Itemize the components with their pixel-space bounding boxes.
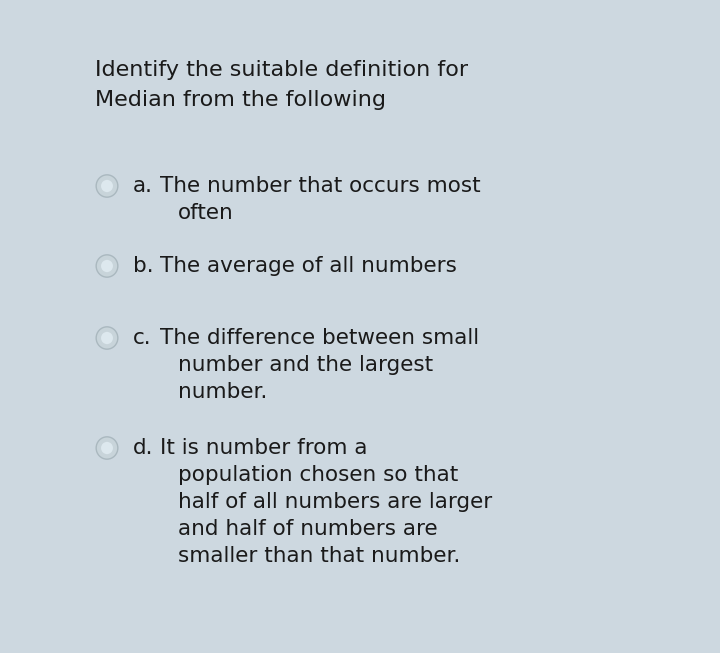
Text: The average of all numbers: The average of all numbers xyxy=(160,256,457,276)
Text: number.: number. xyxy=(178,382,267,402)
Text: and half of numbers are: and half of numbers are xyxy=(178,519,438,539)
Circle shape xyxy=(96,255,118,277)
Circle shape xyxy=(101,442,113,454)
Text: It is number from a: It is number from a xyxy=(160,438,367,458)
Text: b.: b. xyxy=(133,256,153,276)
Text: c.: c. xyxy=(133,328,152,348)
Text: The difference between small: The difference between small xyxy=(160,328,479,348)
Circle shape xyxy=(96,327,118,349)
Circle shape xyxy=(101,260,113,272)
Text: often: often xyxy=(178,203,234,223)
Text: The number that occurs most: The number that occurs most xyxy=(160,176,481,196)
Text: population chosen so that: population chosen so that xyxy=(178,465,458,485)
Text: Identify the suitable definition for: Identify the suitable definition for xyxy=(95,60,468,80)
Text: smaller than that number.: smaller than that number. xyxy=(178,546,460,566)
Circle shape xyxy=(96,437,118,459)
Text: number and the largest: number and the largest xyxy=(178,355,433,375)
Text: d.: d. xyxy=(133,438,153,458)
Circle shape xyxy=(96,175,118,197)
Circle shape xyxy=(101,332,113,344)
Text: a.: a. xyxy=(133,176,153,196)
Circle shape xyxy=(101,180,113,192)
Text: Median from the following: Median from the following xyxy=(95,90,386,110)
Text: half of all numbers are larger: half of all numbers are larger xyxy=(178,492,492,512)
